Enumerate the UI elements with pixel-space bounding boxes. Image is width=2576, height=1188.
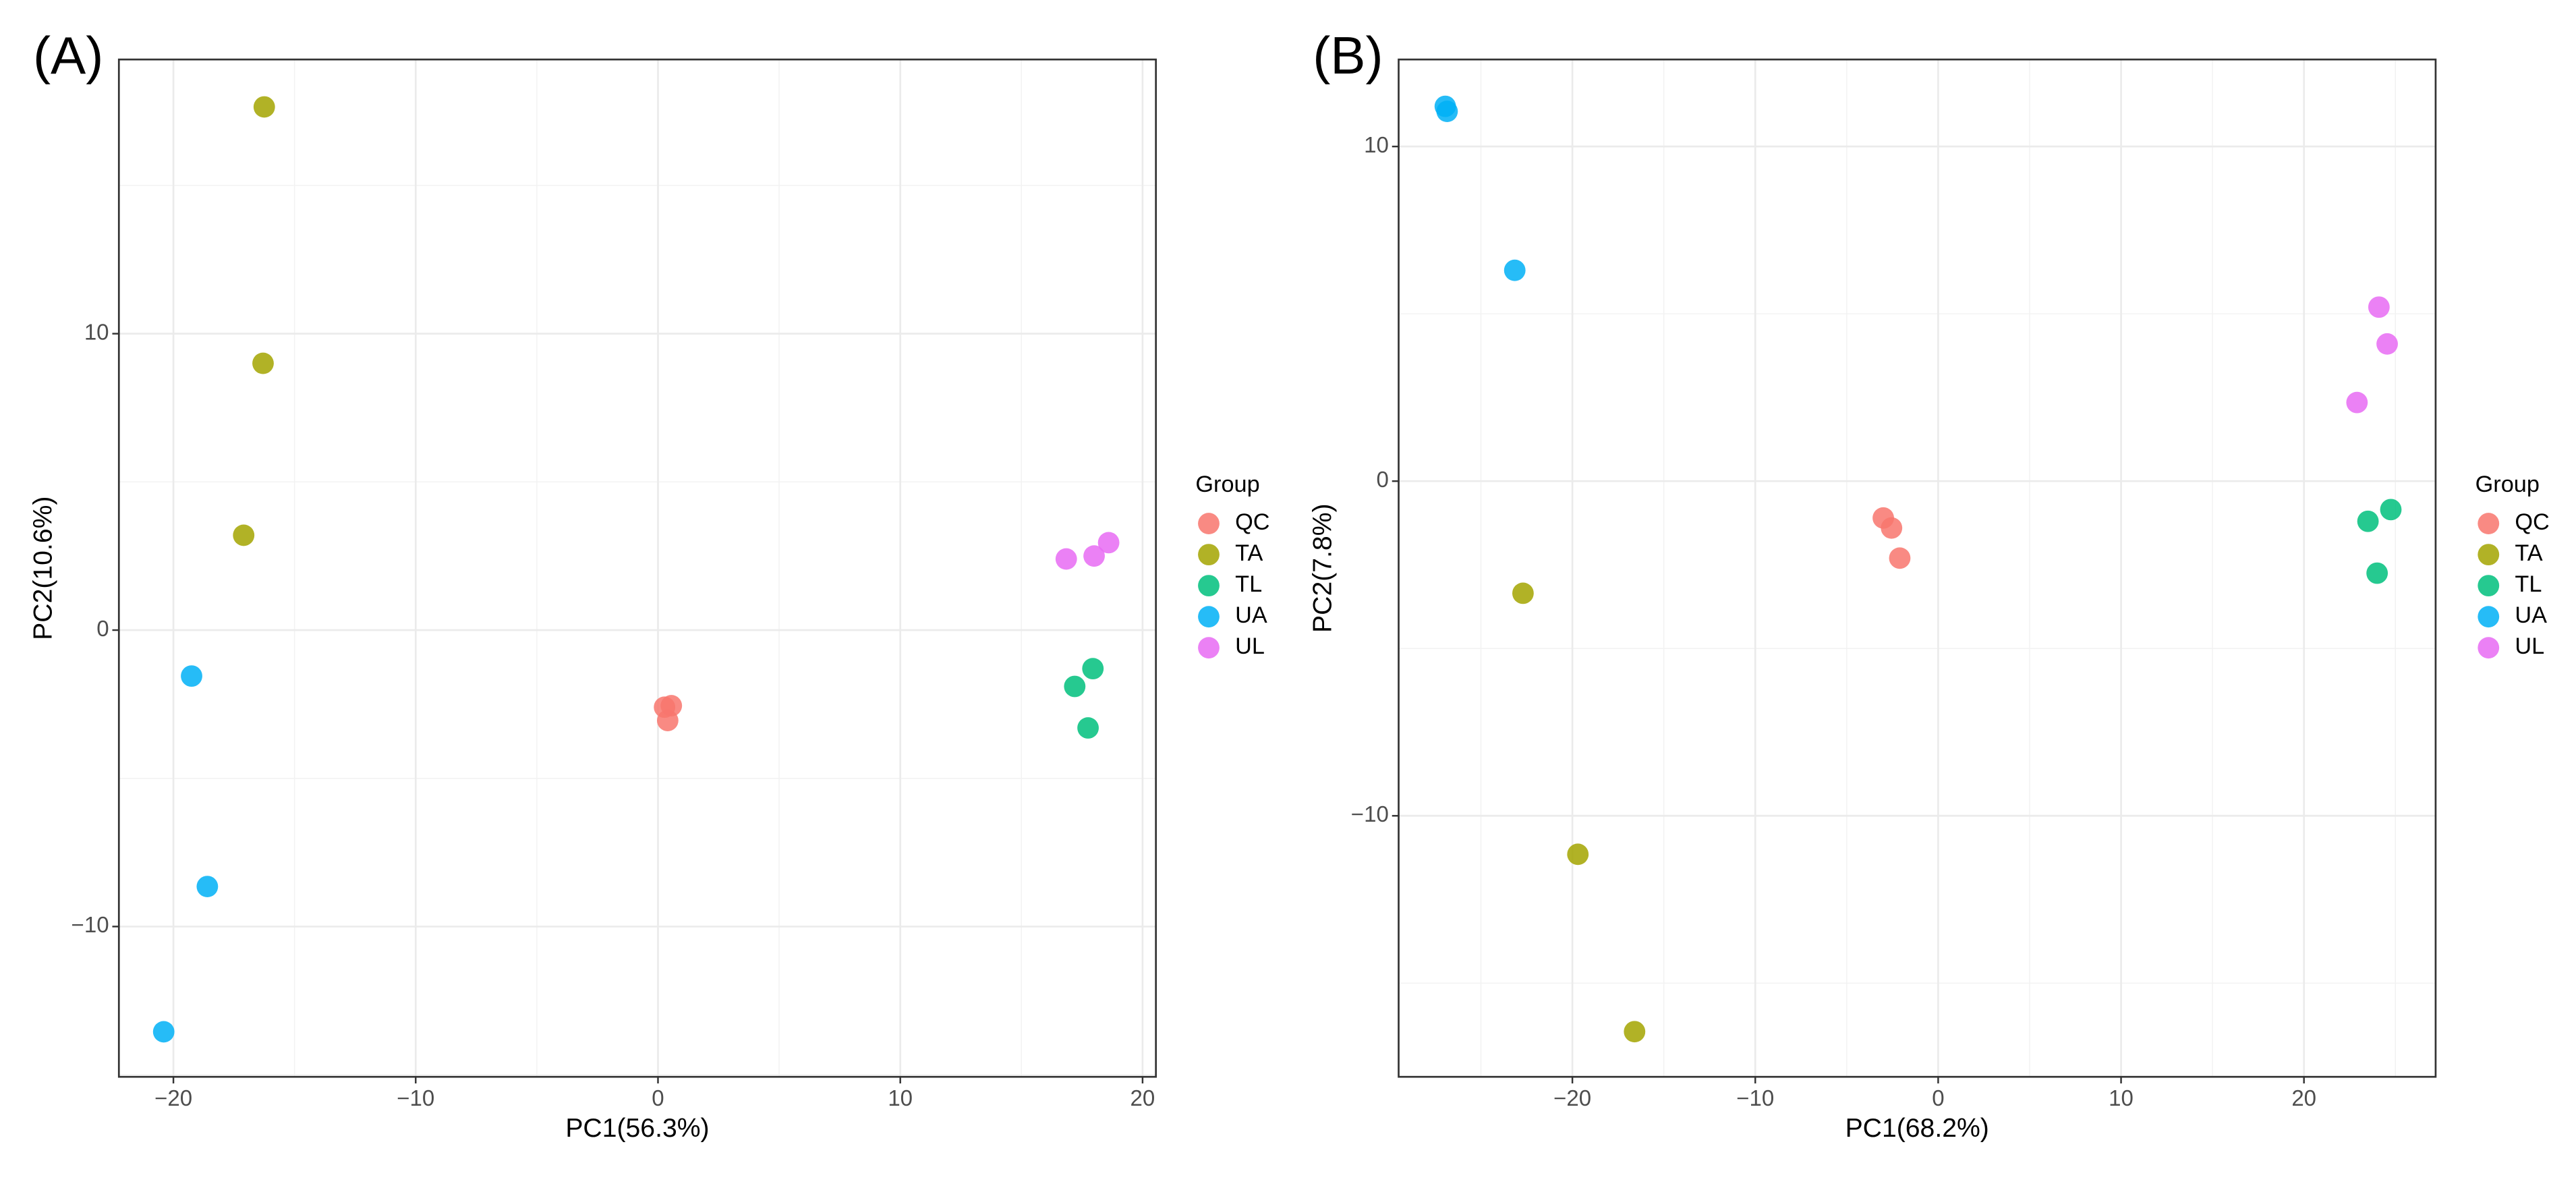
legend-label: UL bbox=[2515, 633, 2544, 659]
point bbox=[152, 1021, 175, 1043]
point bbox=[1436, 101, 1458, 122]
point bbox=[1512, 582, 1534, 604]
x-axis-title: PC1(68.2%) bbox=[1845, 1114, 1989, 1143]
point bbox=[196, 876, 219, 898]
y-tick-label: 0 bbox=[1376, 468, 1388, 492]
point bbox=[1082, 658, 1104, 680]
x-tick-label: −10 bbox=[397, 1086, 434, 1111]
x-tick-label: 20 bbox=[2291, 1086, 2316, 1111]
legend-swatch bbox=[2478, 513, 2500, 535]
legend-swatch bbox=[2478, 606, 2500, 628]
point bbox=[2380, 499, 2402, 521]
point bbox=[252, 352, 274, 374]
x-tick-label: 0 bbox=[1932, 1086, 1944, 1111]
legend-swatch bbox=[1198, 544, 1220, 566]
point bbox=[1064, 675, 1086, 698]
plot-background bbox=[119, 59, 1156, 1077]
plot-border bbox=[117, 58, 1157, 1078]
point bbox=[1881, 517, 1903, 539]
y-tick-label: 10 bbox=[1364, 133, 1389, 158]
x-tick-label: −10 bbox=[1736, 1086, 1774, 1111]
panel: −20 −10 0 10 20 −10 0 10 PC1(68.2%) PC2(7.8%) (B) G… bbox=[1309, 26, 2550, 1143]
legend-label: QC bbox=[2515, 509, 2549, 535]
point bbox=[1097, 532, 1120, 554]
x-tick-label: −20 bbox=[154, 1086, 192, 1111]
point bbox=[1077, 717, 1099, 739]
plot-background bbox=[1398, 59, 2436, 1077]
x-tick-label: 10 bbox=[2109, 1086, 2134, 1111]
x-tick-label: 0 bbox=[652, 1086, 664, 1111]
point bbox=[2346, 391, 2368, 414]
point bbox=[1083, 545, 1105, 567]
point bbox=[233, 524, 255, 546]
legend-title: Group bbox=[2475, 472, 2540, 497]
y-axis-title: PC2(7.8%) bbox=[1309, 503, 1338, 633]
panel-label: (A) bbox=[33, 26, 103, 85]
point bbox=[656, 710, 679, 731]
legend-label: UA bbox=[2515, 602, 2547, 628]
point bbox=[2357, 510, 2379, 532]
point bbox=[253, 96, 275, 118]
legend-swatch bbox=[1198, 606, 1220, 628]
point bbox=[1624, 1021, 1646, 1043]
legend-label: TL bbox=[2515, 571, 2542, 597]
legend-swatch bbox=[2478, 575, 2500, 597]
legend-swatch bbox=[1198, 637, 1220, 659]
y-tick-label: −10 bbox=[1351, 802, 1389, 827]
y-tick-label: −10 bbox=[71, 913, 109, 938]
x-tick-label: 10 bbox=[888, 1086, 913, 1111]
legend-label: UA bbox=[1235, 602, 1267, 628]
point bbox=[2376, 333, 2398, 355]
legend-swatch bbox=[1198, 575, 1220, 597]
point bbox=[1504, 259, 1526, 281]
legend-label: TA bbox=[2515, 540, 2542, 566]
panel: −20 −10 0 10 20 −10 0 10 PC1(56.3%) PC2(10.6%) (A)… bbox=[28, 26, 1269, 1143]
panel-label: (B) bbox=[1313, 26, 1383, 85]
legend-swatch bbox=[1198, 513, 1220, 535]
legend-label: TA bbox=[1235, 540, 1263, 566]
legend-label: QC bbox=[1235, 509, 1269, 535]
point bbox=[1889, 547, 1911, 569]
legend-label: UL bbox=[1235, 633, 1265, 659]
legend-swatch bbox=[2478, 637, 2500, 659]
legend-label: TL bbox=[1235, 571, 1262, 597]
point bbox=[1055, 548, 1077, 570]
plot-border bbox=[1398, 58, 2437, 1078]
legend-swatch bbox=[2478, 544, 2500, 566]
legend-title: Group bbox=[1195, 472, 1259, 497]
point bbox=[2366, 562, 2388, 584]
x-axis-title: PC1(56.3%) bbox=[565, 1114, 709, 1143]
y-tick-label: 10 bbox=[84, 320, 109, 345]
point bbox=[2368, 296, 2390, 318]
x-tick-label: −20 bbox=[1553, 1086, 1591, 1111]
y-axis-title: PC2(10.6%) bbox=[28, 497, 57, 640]
point bbox=[181, 665, 202, 687]
point bbox=[1567, 843, 1589, 866]
y-tick-label: 0 bbox=[96, 617, 109, 642]
x-tick-label: 20 bbox=[1130, 1086, 1155, 1111]
